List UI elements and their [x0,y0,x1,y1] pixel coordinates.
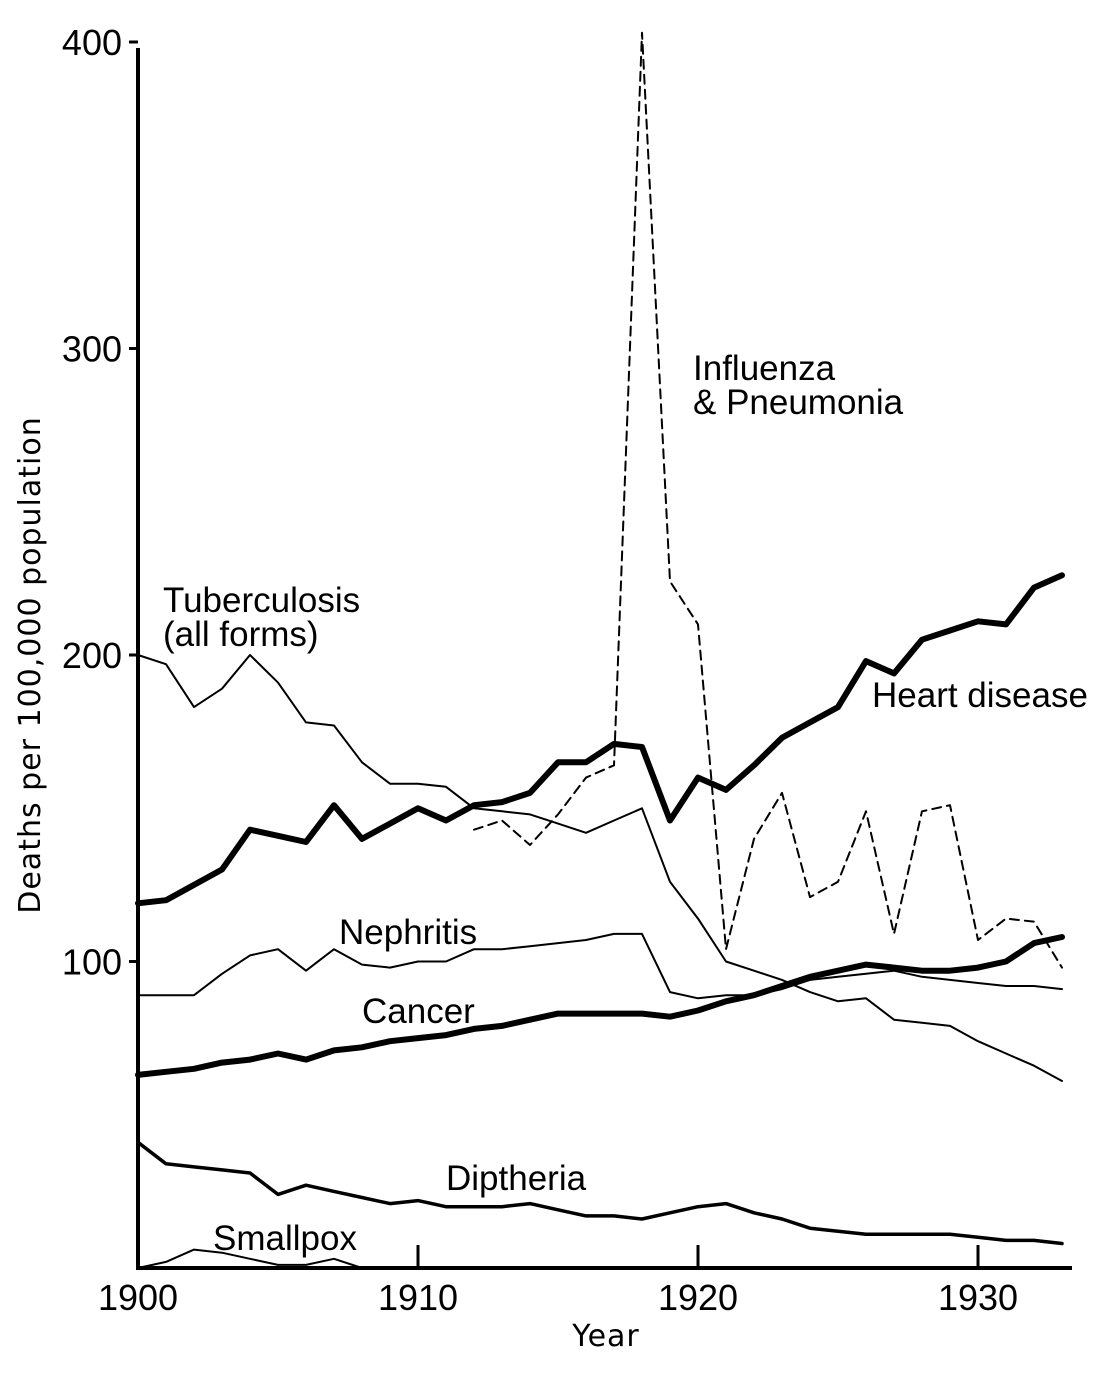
y-axis-title: Deaths per 100,000 population [13,416,48,914]
x-axis-title: Year [571,1319,640,1354]
series-label-line: Tuberculosis [163,581,360,620]
x-tick-label-1900: 1900 [98,1277,178,1318]
y-tick-label-200: 200 [62,635,122,676]
series-label-line: Nephritis [339,913,477,952]
series-label-diptheria: Diptheria [446,1159,587,1198]
y-tick-label-300: 300 [62,329,122,370]
series-line-influenza-pneumonia [473,31,1063,969]
series-line-heart-disease [135,572,1065,907]
series-line-nephritis [137,932,1063,1000]
series-label-heart-disease: Heart disease [872,676,1088,715]
series-label-tuberculosis-all-forms: Tuberculosis (all forms) [163,581,360,654]
series-label-line: & Pneumonia [693,383,904,422]
series-line-tuberculosis-all-forms [137,654,1063,1082]
series-label-line: Influenza [693,349,836,388]
series-label-line: (all forms) [163,615,319,654]
series-label-smallpox: Smallpox [213,1219,357,1258]
series-label-line: Diptheria [446,1159,587,1198]
series-line-diptheria [136,1140,1064,1246]
series-line-cancer [135,934,1065,1078]
y-tick-label-400: 400 [62,22,122,63]
x-tick-label-1920: 1920 [658,1277,738,1318]
series-label-nephritis: Nephritis [339,913,477,952]
series-label-line: Smallpox [213,1219,357,1258]
series-labels: Tuberculosis (all forms) Influenza & Pneumo… [163,349,1088,1258]
series-label-line: Heart disease [872,676,1088,715]
series-label-line: Cancer [362,992,475,1031]
series-label-cancer: Cancer [362,992,475,1031]
series-label-influenza-pneumonia: Influenza & Pneumonia [693,349,904,422]
series-lines [135,31,1065,1269]
axis-ticks: 100 200 300 400 1900 1910 1920 1930 [62,22,1018,1318]
x-tick-label-1910: 1910 [378,1277,458,1318]
y-tick-label-100: 100 [62,942,122,983]
x-tick-label-1930: 1930 [938,1277,1018,1318]
series-line-smallpox [137,1248,363,1269]
